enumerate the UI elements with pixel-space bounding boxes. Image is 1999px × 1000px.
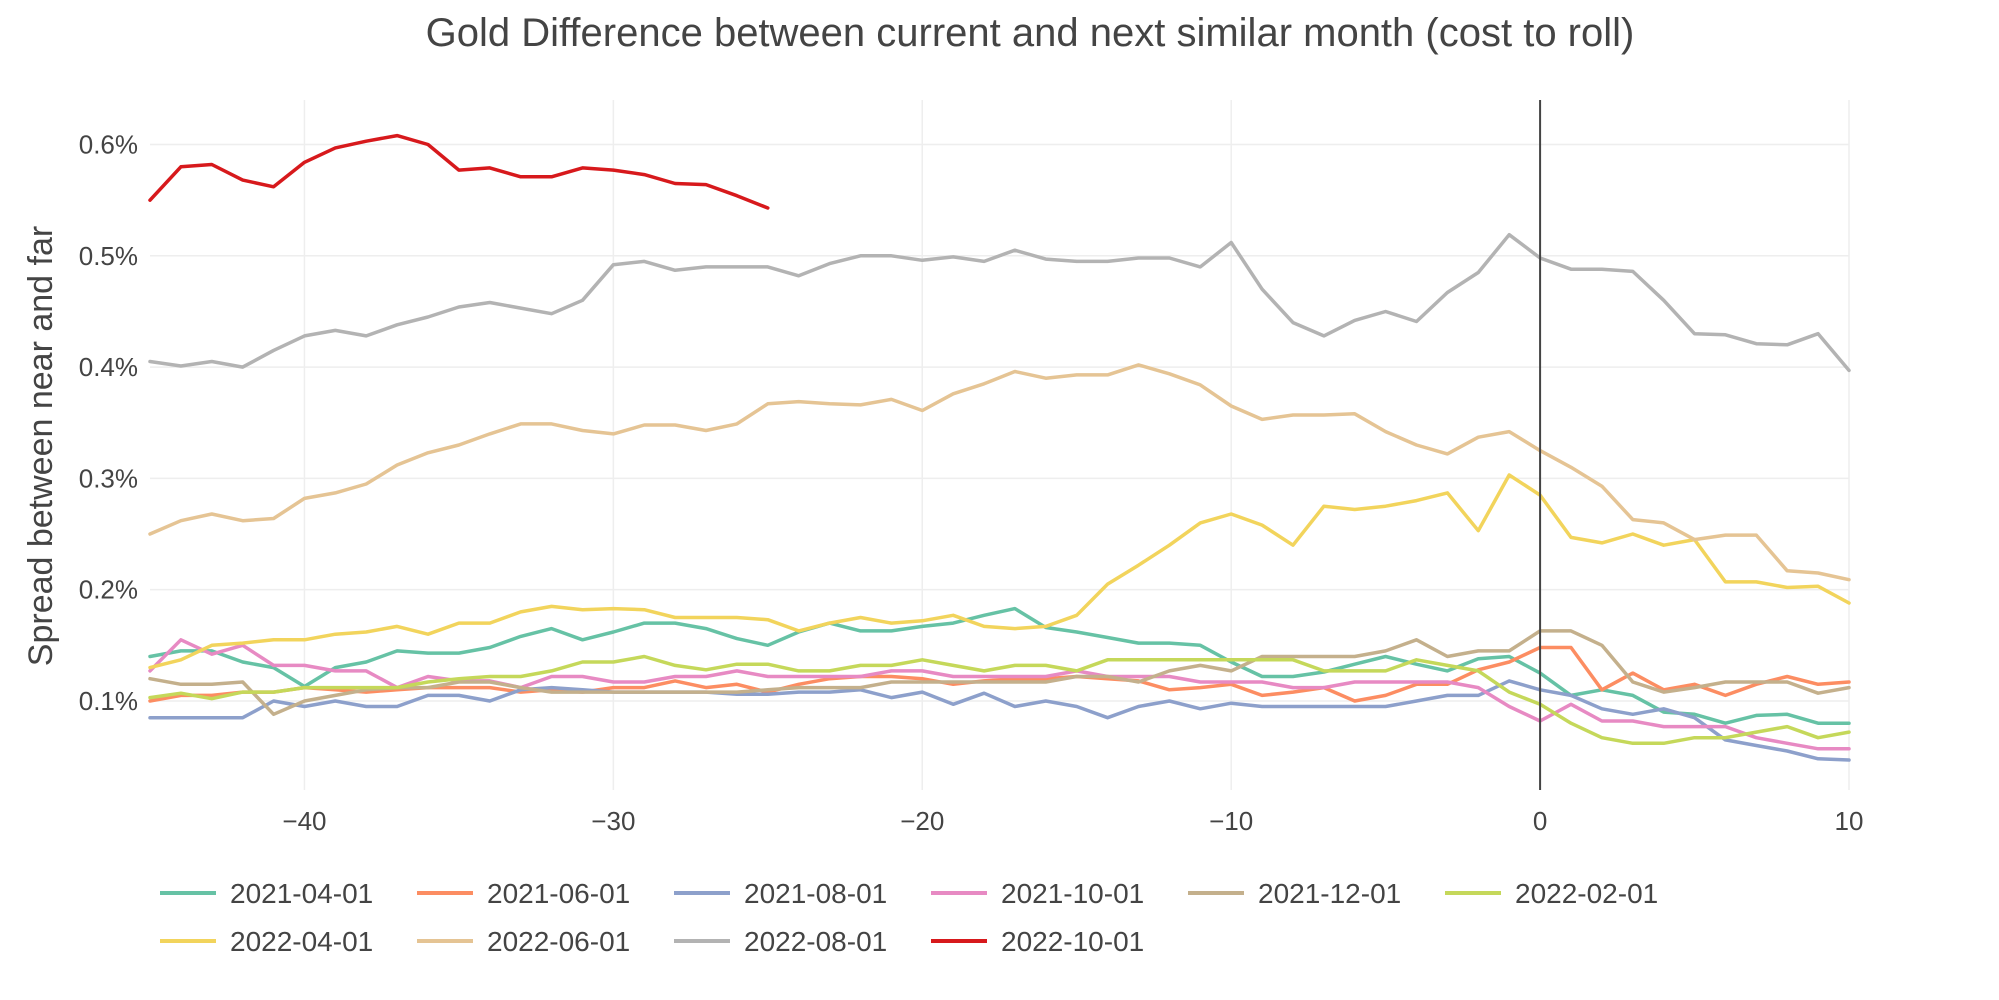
x-tick-label: 10 xyxy=(1835,806,1864,836)
legend-label: 2022-06-01 xyxy=(487,926,630,957)
chart-title: Gold Difference between current and next… xyxy=(426,11,1635,55)
legend-item-2021-08-01[interactable]: 2021-08-01 xyxy=(674,878,887,909)
series-line-2022-10-01 xyxy=(148,133,770,210)
x-tick-label: 0 xyxy=(1533,806,1547,836)
series-line-2021-08-01 xyxy=(148,679,1851,762)
legend-label: 2021-10-01 xyxy=(1001,878,1144,909)
y-tick-label: 0.2% xyxy=(79,575,138,605)
series-line-2022-02-01 xyxy=(148,654,1851,746)
legend-item-2022-10-01[interactable]: 2022-10-01 xyxy=(931,926,1144,957)
legend-item-2022-08-01[interactable]: 2022-08-01 xyxy=(674,926,887,957)
legend-label: 2021-04-01 xyxy=(230,878,373,909)
series-line-2021-10-01 xyxy=(148,638,1851,751)
y-axis-label: Spread between near and far xyxy=(22,226,60,666)
series-line-2022-04-01 xyxy=(148,473,1851,670)
legend-item-2022-06-01[interactable]: 2022-06-01 xyxy=(417,926,630,957)
y-tick-label: 0.5% xyxy=(79,241,138,271)
y-tick-label: 0.1% xyxy=(79,686,138,716)
y-tick-label: 0.4% xyxy=(79,352,138,382)
legend-item-2021-04-01[interactable]: 2021-04-01 xyxy=(160,878,373,909)
legend-label: 2022-10-01 xyxy=(1001,926,1144,957)
series-line-2022-08-01 xyxy=(148,232,1851,373)
legend-label: 2022-02-01 xyxy=(1515,878,1658,909)
legend-item-2021-12-01[interactable]: 2021-12-01 xyxy=(1188,878,1401,909)
series-line-2022-06-01 xyxy=(148,363,1851,582)
x-tick-label: −20 xyxy=(900,806,944,836)
legend-label: 2021-12-01 xyxy=(1258,878,1401,909)
x-tick-label: −30 xyxy=(591,806,635,836)
legend-label: 2022-04-01 xyxy=(230,926,373,957)
y-tick-label: 0.6% xyxy=(79,130,138,160)
series-line-2021-04-01 xyxy=(148,606,1851,725)
axis-ticks: −40 −30 −20 −10 0 10 0.1% 0.2% 0.3% 0.4% 0.5% 0.6% xyxy=(79,130,1864,836)
x-tick-label: −40 xyxy=(282,806,326,836)
series-line-2021-12-01 xyxy=(148,629,1851,717)
y-tick-label: 0.3% xyxy=(79,463,138,493)
legend[interactable]: 2021-04-01 2021-06-01 2021-08-01 2021-10-01… xyxy=(160,878,1658,957)
legend-item-2022-02-01[interactable]: 2022-02-01 xyxy=(1445,878,1658,909)
legend-label: 2021-08-01 xyxy=(744,878,887,909)
series-lines xyxy=(148,133,1851,762)
legend-item-2022-04-01[interactable]: 2022-04-01 xyxy=(160,926,373,957)
legend-label: 2022-08-01 xyxy=(744,926,887,957)
legend-label: 2021-06-01 xyxy=(487,878,630,909)
x-tick-label: −10 xyxy=(1209,806,1253,836)
legend-item-2021-10-01[interactable]: 2021-10-01 xyxy=(931,878,1144,909)
legend-item-2021-06-01[interactable]: 2021-06-01 xyxy=(417,878,630,909)
